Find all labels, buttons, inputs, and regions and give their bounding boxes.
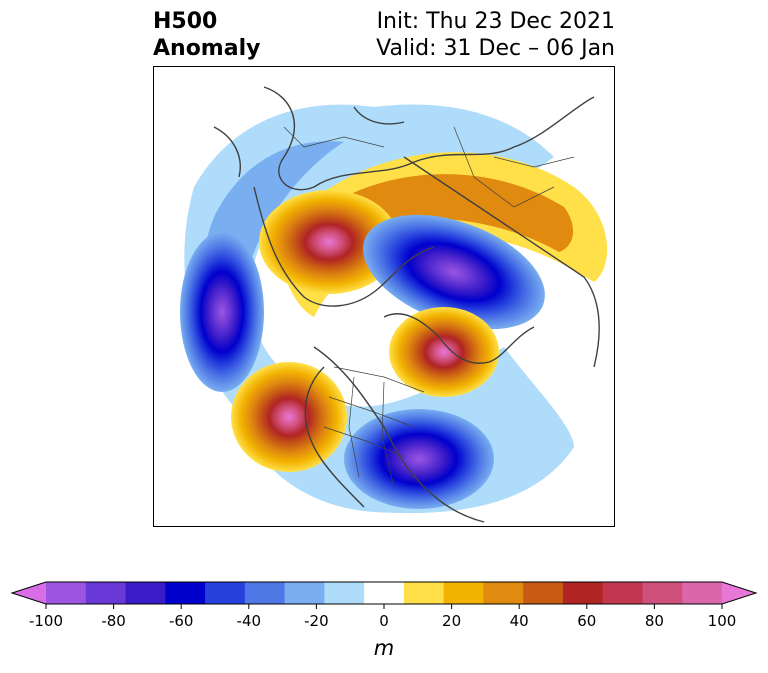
field-label: Anomaly xyxy=(153,36,261,61)
colorbar-swatch xyxy=(682,582,723,604)
colorbar-swatch xyxy=(562,582,604,604)
colorbar-swatch xyxy=(85,582,127,604)
country-borders xyxy=(283,126,575,488)
colorbar: -100 -80 -60 -40 -20 0 20 40 60 80 100 m xyxy=(0,578,768,673)
negative-center-atlantic xyxy=(344,409,494,509)
colorbar-swatch xyxy=(46,582,87,604)
colorbar-tick-label: -60 xyxy=(168,612,194,630)
negative-center-pacific xyxy=(180,232,264,392)
colorbar-tick-label: 60 xyxy=(577,612,597,630)
colorbar-swatch xyxy=(602,582,643,604)
colorbar-tick-label: -40 xyxy=(236,612,262,630)
negative-center-siberia xyxy=(363,214,545,330)
colorbar-swatch xyxy=(125,582,166,604)
colorbar-swatch xyxy=(165,582,206,604)
colorbar-swatches xyxy=(10,581,758,609)
colorbar-tick-label: 0 xyxy=(379,612,389,630)
forecast-times: Init: Thu 23 Dec 2021 Valid: 31 Dec – 06… xyxy=(376,8,615,62)
valid-time: Valid: 31 Dec – 06 Jan xyxy=(376,36,615,61)
positive-center-subtropics xyxy=(231,362,347,472)
colorbar-swatch xyxy=(284,582,325,604)
positive-center-alaska xyxy=(259,190,399,294)
colorbar-swatch xyxy=(244,582,286,604)
colorbar-tick-label: 100 xyxy=(707,612,737,630)
colorbar-swatch xyxy=(205,582,246,604)
positive-center-europe xyxy=(389,307,499,397)
positive-anomaly-band-inner xyxy=(314,174,574,252)
colorbar-tick-label: -100 xyxy=(28,612,64,630)
colorbar-tick-label: 80 xyxy=(644,612,664,630)
colorbar-swatch xyxy=(642,582,683,604)
colorbar-swatch xyxy=(443,582,484,604)
colorbar-tick-label: -80 xyxy=(101,612,126,630)
map-canvas xyxy=(180,86,608,523)
colorbar-tick-label: 40 xyxy=(509,612,529,630)
anomaly-map xyxy=(153,66,615,527)
colorbar-extend-high xyxy=(722,582,756,604)
variable-label: H500 xyxy=(153,9,218,34)
colorbar-swatch xyxy=(523,582,564,604)
coastlines xyxy=(213,86,600,523)
colorbar-swatch xyxy=(403,582,445,604)
colorbar-swatch xyxy=(324,582,365,604)
colorbar-extend-low xyxy=(12,582,46,604)
colorbar-unit: m xyxy=(373,636,395,660)
colorbar-tick-label: -20 xyxy=(304,612,329,630)
colorbar-swatch xyxy=(364,582,405,604)
colorbar-swatch xyxy=(483,582,524,604)
init-time: Init: Thu 23 Dec 2021 xyxy=(376,9,615,34)
chart-title: H500 Anomaly xyxy=(153,8,260,62)
colorbar-tick-label: 20 xyxy=(442,612,462,630)
